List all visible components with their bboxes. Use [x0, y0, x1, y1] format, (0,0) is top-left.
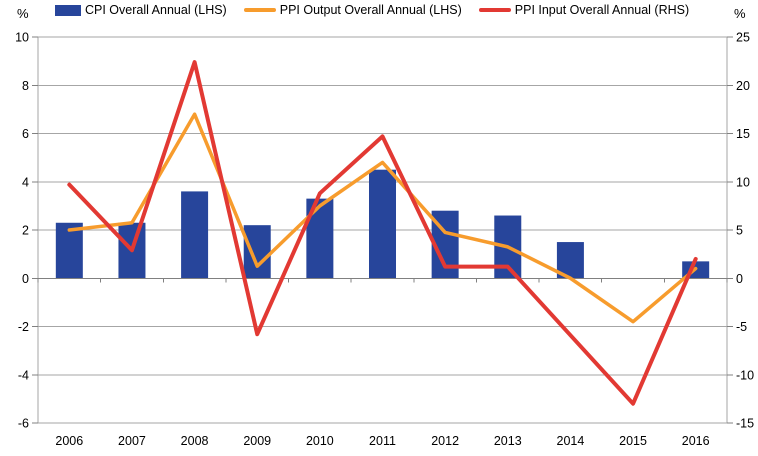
x-axis-category-label: 2006 — [55, 434, 83, 448]
x-axis-category-label: 2011 — [369, 434, 396, 448]
left-axis-tick-label: 2 — [22, 224, 29, 238]
x-axis-category-label: 2015 — [619, 434, 647, 448]
x-axis-category-label: 2010 — [306, 434, 334, 448]
left-axis-unit-label: % — [17, 6, 29, 21]
left-axis-tick-label: -6 — [18, 417, 29, 431]
right-axis-tick-label: 0 — [736, 272, 743, 286]
left-axis-tick-label: 6 — [22, 127, 29, 141]
x-axis-category-label: 2007 — [118, 434, 146, 448]
legend: CPI Overall Annual (LHS) PPI Output Overa… — [55, 3, 689, 17]
x-axis-category-label: 2009 — [243, 434, 271, 448]
legend-item-3: PPI Input Overall Annual (RHS) — [478, 3, 690, 17]
left-axis-tick-label: 10 — [15, 31, 29, 45]
x-axis-category-label: 2013 — [494, 434, 522, 448]
left-axis-tick-label: 4 — [22, 175, 29, 189]
legend-label: CPI Overall Annual (LHS) — [85, 3, 227, 17]
left-axis-tick-label: 0 — [22, 272, 29, 286]
left-axis-tick-label: -2 — [18, 320, 29, 334]
line-series — [67, 60, 698, 406]
legend-label: PPI Output Overall Annual (LHS) — [279, 3, 462, 17]
line-series — [67, 112, 698, 324]
right-axis-tick-label: -10 — [736, 368, 754, 382]
x-axis-category-label: 2012 — [431, 434, 459, 448]
legend-label: PPI Input Overall Annual (RHS) — [514, 3, 690, 17]
legend-bar-swatch-icon — [55, 4, 81, 16]
bar-2008 — [181, 191, 209, 279]
right-axis-tick-label: 20 — [736, 79, 750, 93]
legend-line-swatch-icon — [478, 8, 511, 12]
left-axis-tick-label: -4 — [18, 368, 29, 382]
right-axis-tick-label: 10 — [736, 175, 750, 189]
bar-2011 — [369, 169, 396, 279]
legend-item-2: PPI Output Overall Annual (LHS) — [243, 3, 462, 17]
right-axis-tick-label: 5 — [736, 224, 743, 238]
left-axis-tick-label: 8 — [22, 79, 29, 93]
x-axis-category-label: 2008 — [181, 434, 209, 448]
x-axis-category-label: 2014 — [557, 434, 585, 448]
legend-line-swatch-icon — [243, 8, 276, 12]
legend-item-1: CPI Overall Annual (LHS) — [55, 3, 227, 17]
right-axis-unit-label: % — [734, 6, 746, 21]
right-axis-tick-label: -15 — [736, 417, 754, 431]
right-axis-tick-label: -5 — [736, 320, 747, 334]
bar-2006 — [55, 222, 83, 279]
right-axis-tick-label: 25 — [736, 31, 750, 45]
x-axis-category-label: 2016 — [682, 434, 710, 448]
bar-2009 — [243, 225, 271, 279]
right-axis-tick-label: 15 — [736, 127, 750, 141]
